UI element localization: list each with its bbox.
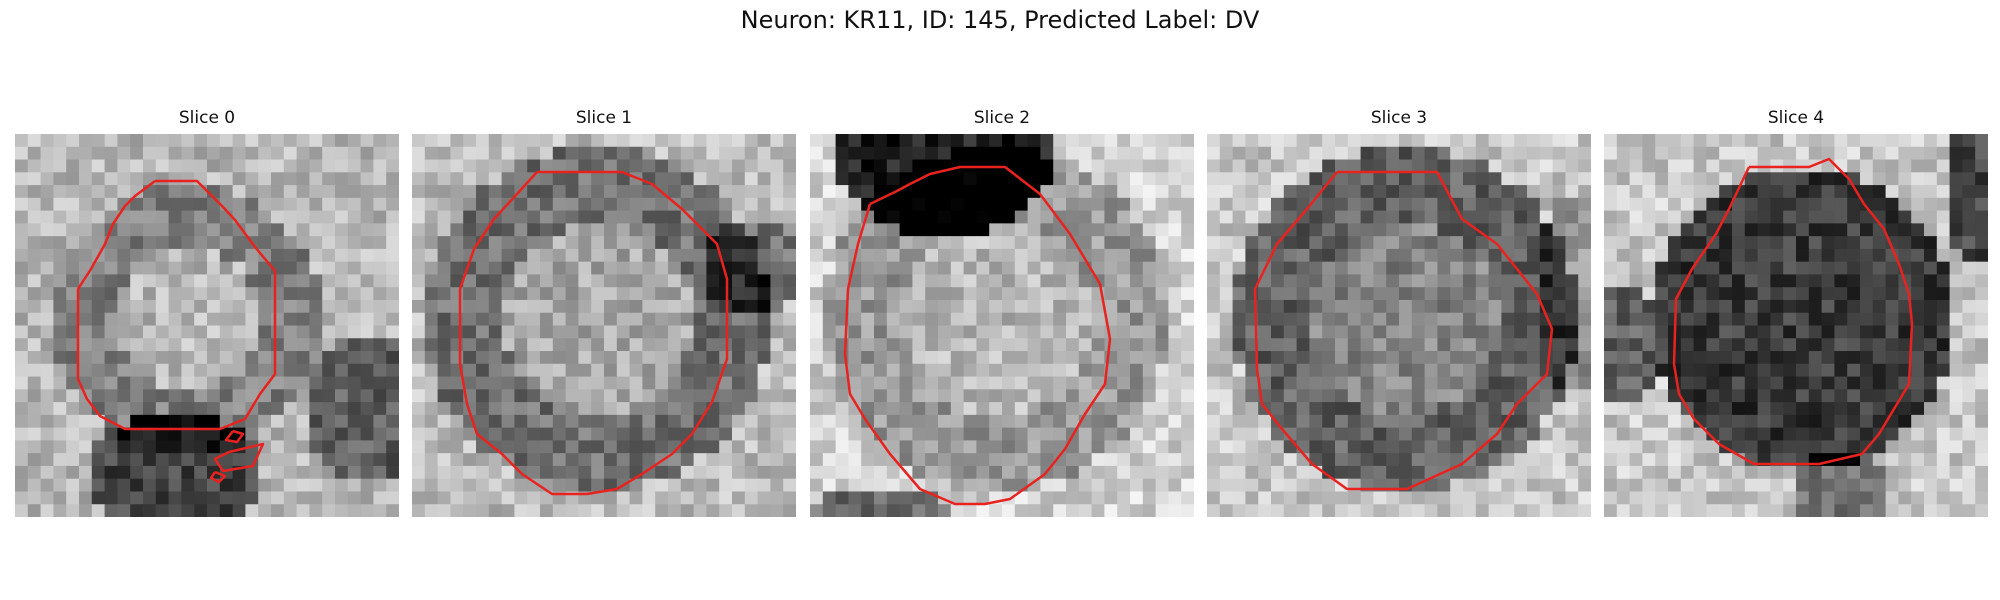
slice-3-canvas <box>1207 134 1591 517</box>
slice-image-2 <box>810 134 1194 517</box>
slice-title-1: Slice 1 <box>412 108 796 128</box>
slice-title-2: Slice 2 <box>810 108 1194 128</box>
slice-title-4: Slice 4 <box>1604 108 1988 128</box>
slice-image-3 <box>1207 134 1591 517</box>
slice-image-4 <box>1604 134 1988 517</box>
slice-2-canvas <box>810 134 1194 517</box>
figure-title: Neuron: KR11, ID: 145, Predicted Label: … <box>0 6 2000 34</box>
slice-image-0 <box>15 134 399 517</box>
slice-1-canvas <box>412 134 796 517</box>
slice-4-canvas <box>1604 134 1988 517</box>
slice-title-0: Slice 0 <box>15 108 399 128</box>
slice-title-3: Slice 3 <box>1207 108 1591 128</box>
slice-image-1 <box>412 134 796 517</box>
slice-0-canvas <box>15 134 399 517</box>
